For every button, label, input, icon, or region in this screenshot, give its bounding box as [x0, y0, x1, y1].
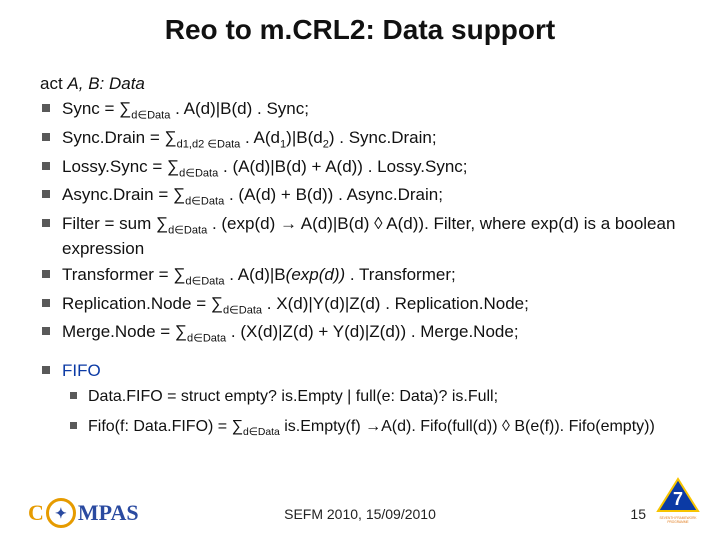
- footer: C ✦ MPAS SEFM 2010, 15/09/2010 15 7 SEVE…: [0, 478, 720, 528]
- svg-text:PROGRAMME: PROGRAMME: [667, 520, 688, 523]
- list-item: Sync = ∑d∈Data . A(d)|B(d) . Sync;: [62, 98, 680, 123]
- list-item: Merge.Node = ∑d∈Data . (X(d)|Z(d) + Y(d)…: [62, 321, 680, 346]
- act-line: act A, B: Data: [40, 74, 680, 94]
- list-item: Transformer = ∑d∈Data . A(d)|B(exp(d)) .…: [62, 264, 680, 289]
- fifo-list: FIFO Data.FIFO = struct empty? is.Empty …: [40, 360, 680, 440]
- top-list: Sync = ∑d∈Data . A(d)|B(d) . Sync; Sync.…: [40, 98, 680, 346]
- fifo-sub-list: Data.FIFO = struct empty? is.Empty | ful…: [62, 386, 680, 440]
- fp7-logo: 7 SEVENTH FRAMEWORK PROGRAMME: [656, 477, 700, 528]
- footer-text: SEFM 2010, 15/09/2010: [0, 506, 720, 522]
- act-plain: act: [40, 74, 67, 93]
- list-item: Filter = sum ∑d∈Data . (exp(d) → A(d)|B(…: [62, 213, 680, 260]
- act-italic: A, B: Data: [67, 74, 144, 93]
- fifo-label: FIFO: [62, 361, 101, 380]
- list-item: Lossy.Sync = ∑d∈Data . (A(d)|B(d) + A(d)…: [62, 156, 680, 181]
- list-item: Replication.Node = ∑d∈Data . X(d)|Y(d)|Z…: [62, 293, 680, 318]
- fifo-item: FIFO Data.FIFO = struct empty? is.Empty …: [62, 360, 680, 440]
- page-number: 15: [630, 506, 646, 522]
- fifo-sub-item: Data.FIFO = struct empty? is.Empty | ful…: [88, 386, 680, 408]
- fifo-sub-item: Fifo(f: Data.FIFO) = ∑d∈Data is.Empty(f)…: [88, 416, 680, 440]
- list-item: Sync.Drain = ∑d1,d2 ∈Data . A(d1)|B(d2) …: [62, 127, 680, 152]
- list-item: Async.Drain = ∑d∈Data . (A(d) + B(d)) . …: [62, 184, 680, 209]
- slide-title: Reo to m.CRL2: Data support: [0, 14, 720, 46]
- content-area: act A, B: Data Sync = ∑d∈Data . A(d)|B(d…: [40, 74, 680, 448]
- svg-text:7: 7: [673, 489, 683, 509]
